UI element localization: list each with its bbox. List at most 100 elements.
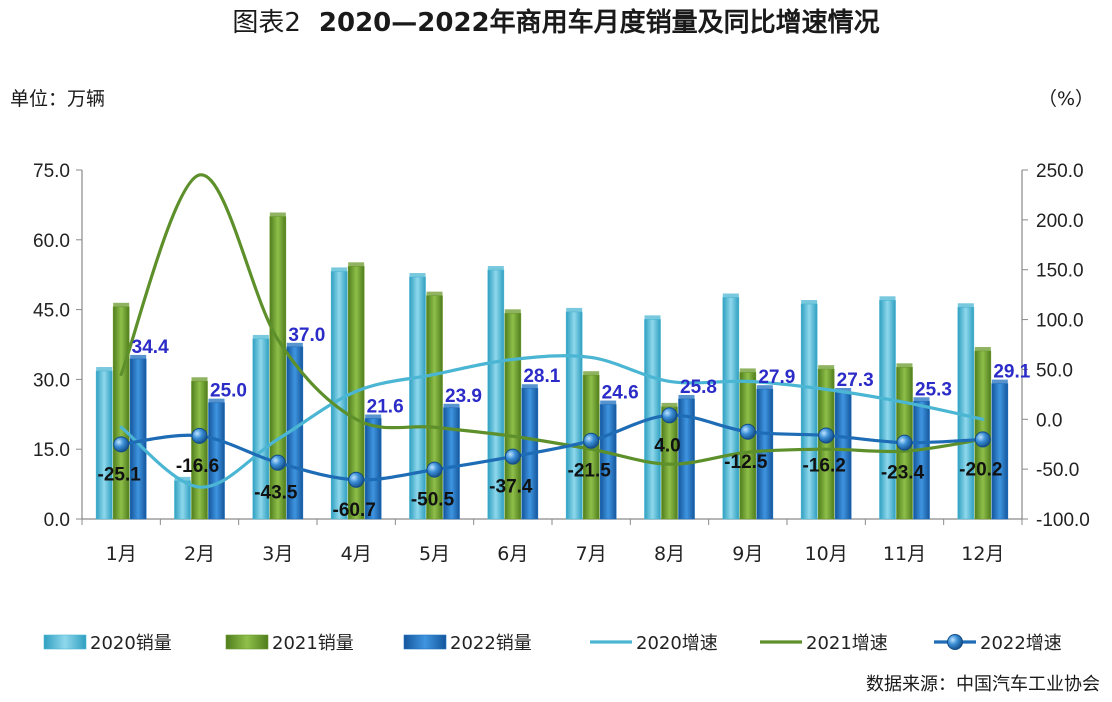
- growth-value-label: 4.0: [654, 435, 680, 456]
- chart-title-prefix: 图表2: [232, 8, 301, 38]
- x-tick-label: 4月: [341, 543, 372, 565]
- bar-top-2021销量: [896, 363, 913, 368]
- growth-value-label: -21.5: [568, 461, 612, 482]
- bar-value-label: 25.0: [210, 381, 247, 402]
- chart-title-main: 2020—2022年商用车月度销量及同比增速情况: [318, 8, 880, 38]
- bar-value-label: 23.9: [445, 386, 482, 407]
- bar-top-2021销量: [974, 347, 991, 352]
- bar-top-2022销量: [756, 385, 773, 390]
- bar-top-2022销量: [521, 384, 538, 389]
- x-tick-label: 3月: [262, 543, 293, 565]
- bar-2020销量: [95, 370, 113, 520]
- right-tick-label: -100.0: [1036, 510, 1090, 531]
- growth-value-label: -20.2: [959, 459, 1002, 480]
- bar-value-label: 27.9: [758, 367, 795, 388]
- growth-value-label: -50.5: [411, 490, 455, 511]
- left-tick-label: 0.0: [44, 510, 70, 531]
- growth-value-label: -16.6: [176, 456, 219, 477]
- marker-2022增速: [113, 436, 130, 453]
- bar-top-2021销量: [739, 368, 756, 373]
- bar-2020销量: [879, 299, 896, 520]
- legend-label: 2021销量: [272, 633, 354, 654]
- legend-label: 2022增速: [980, 633, 1062, 654]
- x-tick-label: 10月: [805, 543, 848, 565]
- legend-label: 2021增速: [806, 633, 888, 654]
- bar-top-2022销量: [443, 403, 460, 408]
- legend-label: 2022销量: [450, 633, 532, 654]
- bar-top-2022销量: [835, 387, 852, 392]
- chart-title: 图表2 2020—2022年商用车月度销量及同比增速情况: [0, 2, 1112, 39]
- right-tick-label: 50.0: [1036, 360, 1073, 381]
- growth-value-label: -60.7: [333, 500, 376, 521]
- marker-2022增速: [896, 434, 913, 451]
- marker-2022增速: [974, 431, 991, 448]
- bar-top-2022销量: [286, 342, 303, 347]
- x-tick-label: 12月: [961, 543, 1004, 565]
- bar-2020销量: [409, 276, 426, 520]
- left-tick-label: 75.0: [33, 161, 70, 182]
- bar-top-2021销量: [661, 402, 678, 407]
- bar-value-label: 24.6: [602, 383, 639, 404]
- growth-value-label: -23.4: [881, 463, 925, 484]
- bar-value-label: 25.8: [680, 377, 717, 398]
- bar-top-2020销量: [487, 266, 504, 271]
- bar-2020销量: [174, 480, 191, 520]
- legend-swatch-2020销量: [43, 634, 87, 650]
- marker-2022增速: [661, 407, 678, 424]
- x-tick-label: 11月: [883, 543, 926, 565]
- bar-2022销量: [913, 400, 930, 520]
- x-tick-label: 6月: [497, 543, 528, 565]
- bar-2021销量: [269, 216, 287, 520]
- legend-label: 2020销量: [90, 633, 172, 654]
- bar-top-2020销量: [879, 296, 896, 301]
- growth-value-label: -37.4: [489, 477, 533, 498]
- bar-top-2022销量: [130, 354, 147, 359]
- bar-top-2020销量: [409, 273, 426, 278]
- bar-top-2020销量: [252, 334, 269, 339]
- left-axis-unit: 单位：万辆: [10, 88, 106, 110]
- x-tick-label: 1月: [106, 543, 137, 565]
- marker-2022增速: [818, 427, 835, 444]
- legend-label: 2020增速: [636, 633, 718, 654]
- bar-top-2021销量: [818, 365, 835, 370]
- left-tick-label: 60.0: [33, 231, 70, 252]
- marker-2022增速: [583, 432, 600, 449]
- bar-top-2021销量: [348, 262, 365, 267]
- data-labels: 34.4 25.0 37.0 21.6 23.9 28.1 24.6 25.8 27.9 27.3…: [98, 325, 1031, 521]
- bar-2021销量: [191, 380, 208, 520]
- growth-value-label: -43.5: [254, 483, 298, 504]
- bar-value-label: 21.6: [367, 396, 404, 417]
- bar-2022销量: [991, 383, 1009, 520]
- bar-top-2022销量: [365, 414, 382, 419]
- left-tick-label: 30.0: [33, 370, 70, 391]
- left-tick-label: 45.0: [33, 301, 70, 322]
- bar-top-2021销量: [426, 291, 443, 296]
- bar-value-label: 29.1: [993, 362, 1030, 383]
- bar-top-2021销量: [504, 309, 521, 314]
- bar-top-2022销量: [991, 379, 1008, 384]
- bar-top-2020销量: [644, 315, 661, 320]
- bar-top-2021销量: [583, 371, 600, 376]
- bar-top-2020销量: [801, 300, 818, 305]
- bar-top-2021销量: [113, 302, 130, 307]
- line-2022增速: [119, 413, 985, 482]
- marker-2022增速: [426, 461, 443, 478]
- bar-series: [95, 212, 1009, 520]
- growth-value-label: -16.2: [803, 455, 846, 476]
- bar-2020销量: [800, 303, 818, 520]
- bar-top-2020销量: [174, 476, 191, 481]
- bar-value-label: 34.4: [132, 337, 169, 358]
- marker-2022增速: [739, 423, 756, 440]
- bar-top-2021销量: [191, 377, 208, 382]
- x-tick-label: 5月: [419, 543, 450, 565]
- right-axis-unit: （%）: [1037, 88, 1094, 110]
- x-tick-label: 8月: [654, 543, 685, 565]
- bar-top-2021销量: [269, 212, 286, 217]
- bar-value-label: 37.0: [288, 325, 325, 346]
- legend-marker-2022增速: [947, 634, 963, 650]
- right-tick-label: 0.0: [1036, 410, 1062, 431]
- bar-2020销量: [722, 297, 740, 520]
- line-2021增速: [119, 173, 985, 466]
- right-tick-label: -50.0: [1036, 460, 1079, 481]
